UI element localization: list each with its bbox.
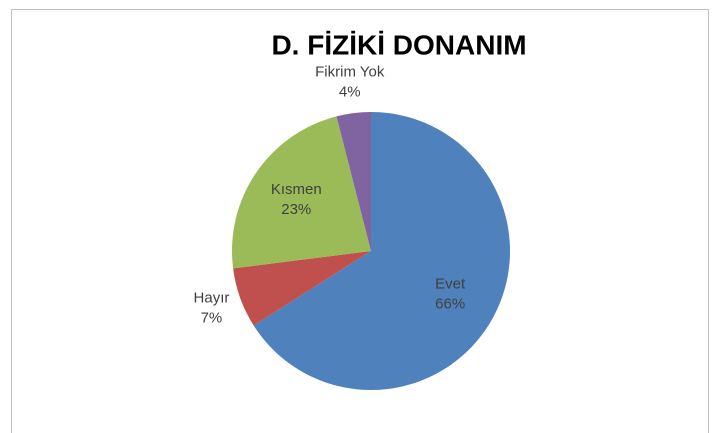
slice-value-label: 7% <box>201 309 223 326</box>
pie-slice <box>336 112 371 251</box>
chart-title: D. FİZİKİ DONANIM <box>271 29 526 60</box>
slice-label: Kısmen <box>271 181 322 198</box>
slice-label: Hayır <box>194 289 230 306</box>
slice-value-label: 66% <box>435 295 465 312</box>
slice-value-label: 4% <box>339 84 361 101</box>
slice-label: Fikrim Yok <box>315 64 385 81</box>
pie-slice <box>253 112 510 390</box>
slice-label: Evet <box>435 275 466 292</box>
slice-value-label: 23% <box>281 201 311 218</box>
pie-slice <box>233 251 371 326</box>
pie-slice <box>232 116 371 269</box>
